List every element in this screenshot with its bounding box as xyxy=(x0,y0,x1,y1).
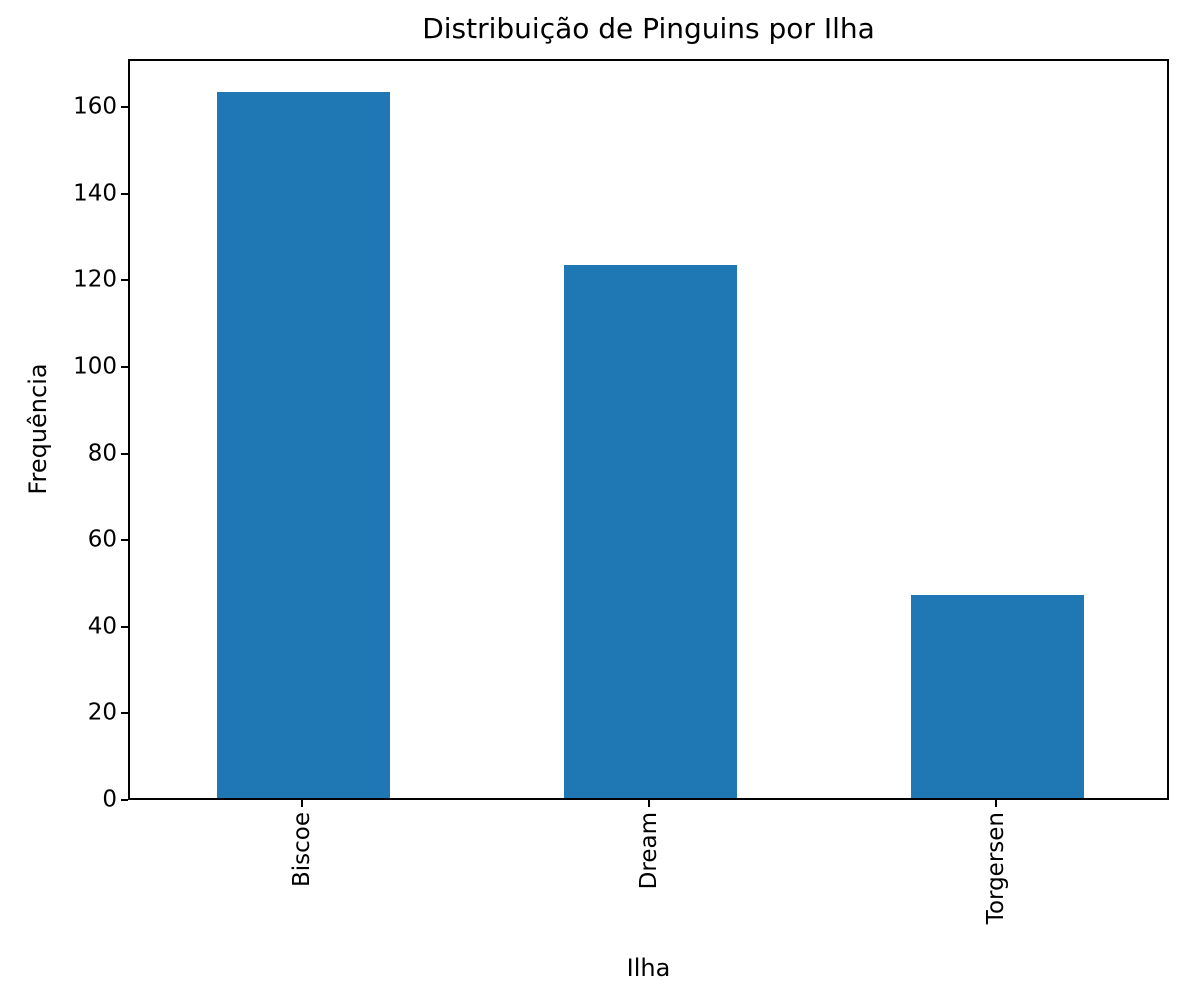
x-tick-label-text: Torgersen xyxy=(982,812,1009,925)
x-tick-label-text: Biscoe xyxy=(288,812,315,888)
y-tick-mark xyxy=(121,539,128,542)
y-tick-label: 140 xyxy=(73,180,117,207)
y-tick-mark xyxy=(121,712,128,715)
chart-title: Distribuição de Pinguins por Ilha xyxy=(422,12,875,45)
y-tick-mark xyxy=(121,625,128,628)
y-tick-mark xyxy=(121,366,128,369)
y-tick-mark xyxy=(121,106,128,109)
y-tick-mark xyxy=(121,799,128,801)
y-tick-label: 80 xyxy=(87,440,117,467)
y-tick-label: 20 xyxy=(87,699,117,726)
y-tick-label: 40 xyxy=(87,613,117,640)
x-tick-mark xyxy=(300,800,303,807)
y-tick-label: 60 xyxy=(87,526,117,553)
plot-area xyxy=(128,59,1169,800)
y-axis-label-text: Frequência xyxy=(24,363,52,495)
x-axis-label: Ilha xyxy=(626,954,671,982)
y-tick-mark xyxy=(121,279,128,282)
x-tick-label-text: Dream xyxy=(635,812,662,890)
x-tick-mark xyxy=(994,800,997,807)
bar-torgersen xyxy=(910,594,1085,798)
y-tick-label: 160 xyxy=(73,93,117,120)
y-tick-label: 0 xyxy=(102,786,117,813)
bar-biscoe xyxy=(216,92,391,798)
y-tick-label: 120 xyxy=(73,266,117,293)
x-tick-mark xyxy=(647,800,650,807)
y-tick-mark xyxy=(121,192,128,195)
y-tick-mark xyxy=(121,452,128,455)
bar-dream xyxy=(563,265,738,798)
y-tick-label: 100 xyxy=(73,353,117,380)
